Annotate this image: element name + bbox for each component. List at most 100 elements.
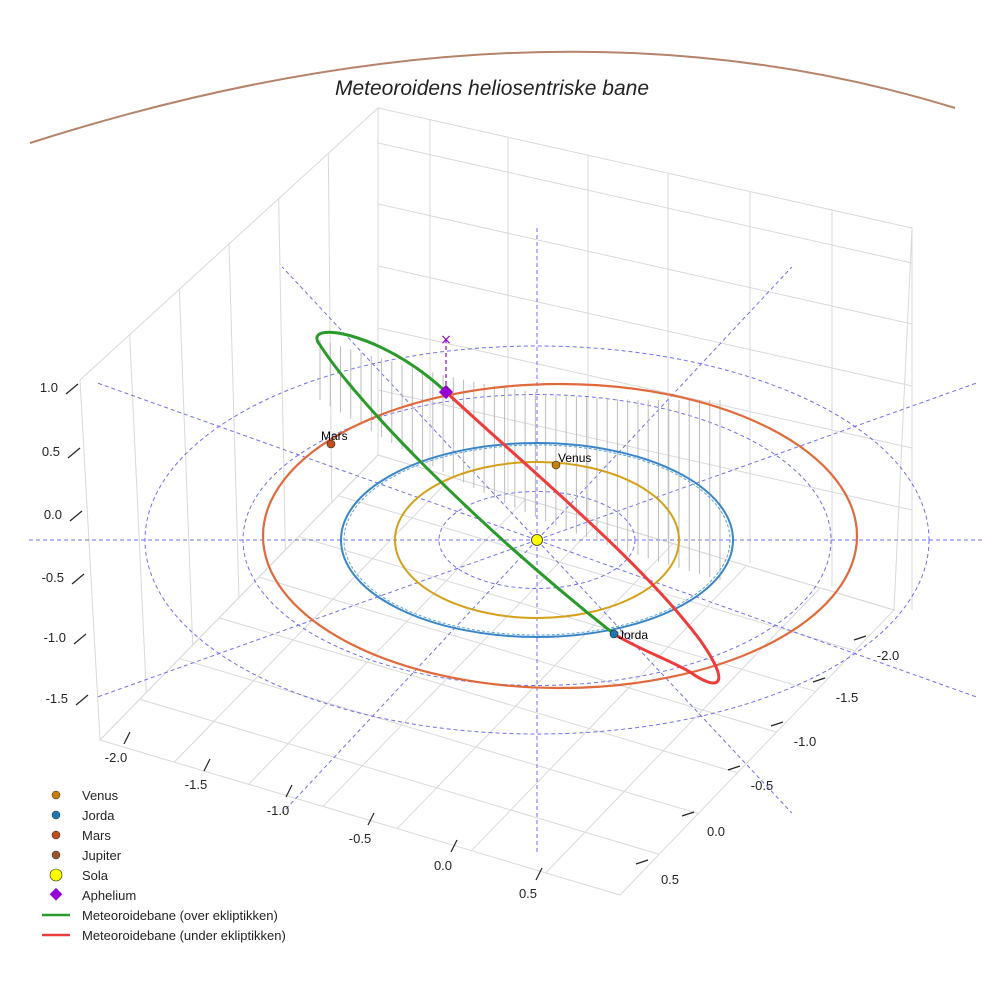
legend-diamond xyxy=(49,887,63,901)
legend-dot xyxy=(51,850,61,860)
floor-pane xyxy=(99,454,895,896)
x-tick-label: -1.5 xyxy=(185,777,207,792)
y-axis-ticks: -2.0 -1.5 -1.0 -0.5 0.0 0.5 xyxy=(635,635,899,887)
y-tick-mark xyxy=(635,859,649,865)
y-tick-label: -1.0 xyxy=(794,734,816,749)
earth-marker xyxy=(609,629,619,639)
x-tick-mark xyxy=(123,731,131,745)
venus-label: Venus xyxy=(558,451,591,465)
y-tick-label: -0.5 xyxy=(751,778,773,793)
legend-item: Meteoroidebane (over ekliptikken) xyxy=(42,908,278,923)
x-tick-mark xyxy=(535,867,543,881)
x-tick-mark xyxy=(203,758,211,772)
earth-orbit-inner xyxy=(343,444,731,636)
left-gridline-v xyxy=(228,243,240,598)
meteoroid-orbit-below xyxy=(444,390,721,685)
floor-gridline xyxy=(471,565,747,852)
x-tick-label: -0.5 xyxy=(349,831,371,846)
chart-title: Meteoroidens heliosentriske bane xyxy=(335,77,649,100)
z-tick-label: -1.0 xyxy=(44,630,66,645)
legend-label: Mars xyxy=(82,828,111,843)
reference-radial xyxy=(281,539,538,814)
mars-marker xyxy=(326,439,336,449)
z-tick-label: -0.5 xyxy=(42,570,64,585)
floor-gridline xyxy=(218,617,738,774)
reference-radial xyxy=(95,539,538,699)
floor-gridline xyxy=(322,521,600,807)
left-gridline-v xyxy=(129,334,147,693)
legend-label: Aphelium xyxy=(82,888,136,903)
mars-orbit xyxy=(261,382,859,690)
legend: Venus Jorda Mars Jupiter Sola Aphelium Meteoro… xyxy=(42,788,286,943)
z-tick-mark xyxy=(73,633,87,645)
legend-item: Sola xyxy=(49,868,109,883)
drop-lines xyxy=(319,340,721,580)
y-tick-label: 0.0 xyxy=(707,824,725,839)
legend-dot xyxy=(51,830,61,840)
jupiter-orbit xyxy=(29,50,956,144)
y-tick-mark xyxy=(853,635,867,641)
reference-radial xyxy=(536,539,979,699)
x-tick-label: 0.5 xyxy=(519,886,537,901)
x-tick-label: -2.0 xyxy=(105,750,127,765)
z-tick-mark xyxy=(69,510,83,522)
z-tick-mark xyxy=(67,447,81,459)
z-tick-label: 0.0 xyxy=(44,507,62,522)
floor-gridline xyxy=(298,535,816,692)
reference-radial xyxy=(536,381,979,541)
back-gridline-h xyxy=(377,327,913,449)
x-tick-mark xyxy=(367,812,375,826)
legend-label: Venus xyxy=(82,788,119,803)
sun-marker xyxy=(531,534,543,546)
earth-label: Jorda xyxy=(618,628,648,642)
z-tick-mark xyxy=(75,694,89,706)
floor-gridline xyxy=(545,587,821,874)
floor-gridline xyxy=(139,698,660,855)
x-tick-mark xyxy=(450,839,458,853)
back-gridline-h xyxy=(377,265,913,387)
floor-gridline xyxy=(396,543,674,829)
aphelion-projection-marker: × xyxy=(440,332,452,348)
reference-radial xyxy=(95,381,538,541)
y-tick-mark xyxy=(681,811,695,817)
legend-label: Jorda xyxy=(82,808,115,823)
legend-item: Venus xyxy=(51,788,119,803)
legend-label: Meteoroidebane (under ekliptikken) xyxy=(82,928,286,943)
legend-sun xyxy=(49,868,63,882)
x-axis-ticks: -2.0 -1.5 -1.0 -0.5 0.0 0.5 xyxy=(105,731,543,901)
axis-panes xyxy=(79,106,913,896)
legend-item: Meteoroidebane (under ekliptikken) xyxy=(42,928,286,943)
legend-dot xyxy=(51,790,61,800)
venus-marker xyxy=(551,460,561,470)
left-gridline-v xyxy=(327,153,333,503)
y-tick-label: -1.5 xyxy=(836,690,858,705)
y-tick-mark xyxy=(770,721,784,727)
z-axis-ticks: -1.5 -1.0 -0.5 0.0 0.5 1.0 xyxy=(40,380,89,706)
x-tick-mark xyxy=(285,784,293,798)
meteoroid-orbit-above xyxy=(315,330,615,636)
floor-gridline xyxy=(248,498,526,785)
z-tick-label: 0.5 xyxy=(42,444,60,459)
back-gridline-h xyxy=(377,142,913,264)
reference-radial xyxy=(536,539,793,814)
legend-dot xyxy=(51,810,61,820)
z-tick-label: 1.0 xyxy=(40,380,58,395)
aphelion-marker xyxy=(438,384,454,400)
earth-orbit xyxy=(340,442,734,638)
y-tick-label: -2.0 xyxy=(877,648,899,663)
floor-gridline xyxy=(179,658,699,815)
legend-item: Jupiter xyxy=(51,848,122,863)
x-tick-label: -1.0 xyxy=(267,803,289,818)
floor-gridline xyxy=(338,495,856,652)
back-gridline-h xyxy=(377,203,913,325)
left-pane xyxy=(79,106,379,742)
legend-item: Mars xyxy=(51,828,111,843)
legend-label: Meteoroidebane (over ekliptikken) xyxy=(82,908,278,923)
legend-item: Aphelium xyxy=(49,887,136,903)
floor-gridline xyxy=(258,576,777,733)
y-tick-mark xyxy=(727,765,741,771)
reference-radial xyxy=(281,266,538,541)
legend-item: Jorda xyxy=(51,808,115,823)
